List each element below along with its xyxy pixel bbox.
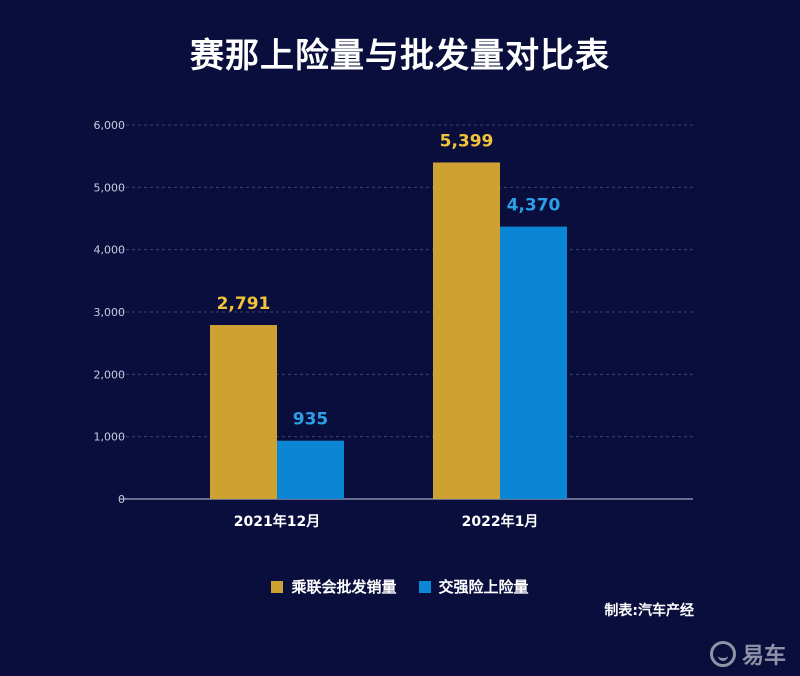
y-tick-label: 2,000 (94, 368, 126, 381)
x-tick-label: 2022年1月 (462, 513, 539, 530)
chart-title: 赛那上险量与批发量对比表 (190, 36, 610, 76)
legend-label-insurance: 交强险上险量 (438, 578, 529, 596)
legend-item-wholesale: 乘联会批发销量 (271, 576, 397, 597)
bar (277, 440, 344, 499)
y-tick-label: 5,000 (94, 181, 126, 194)
legend-swatch-wholesale (271, 580, 284, 593)
legend-item-insurance: 交强险上险量 (418, 576, 529, 597)
bar (433, 162, 500, 499)
y-tick-label: 3,000 (94, 306, 126, 319)
y-tick-label: 1,000 (94, 431, 126, 444)
legend: 乘联会批发销量 交强险上险量 (0, 576, 800, 597)
bar (500, 226, 567, 499)
source-note: 制表:汽车产经 (604, 603, 694, 619)
data-label: 2,791 (217, 294, 271, 314)
data-label: 4,370 (507, 196, 561, 216)
smile-logo-icon (709, 641, 736, 667)
bar (210, 325, 277, 499)
data-label: 935 (293, 410, 329, 430)
legend-swatch-insurance (418, 580, 431, 593)
legend-label-wholesale: 乘联会批发销量 (291, 578, 397, 596)
watermark-logo: 易车 (709, 638, 786, 670)
data-label: 5,399 (440, 131, 494, 151)
y-tick-label: 4,000 (94, 244, 126, 257)
watermark-text: 易车 (741, 644, 786, 669)
y-tick-label: 6,000 (94, 119, 126, 132)
x-tick-label: 2021年12月 (234, 513, 320, 530)
